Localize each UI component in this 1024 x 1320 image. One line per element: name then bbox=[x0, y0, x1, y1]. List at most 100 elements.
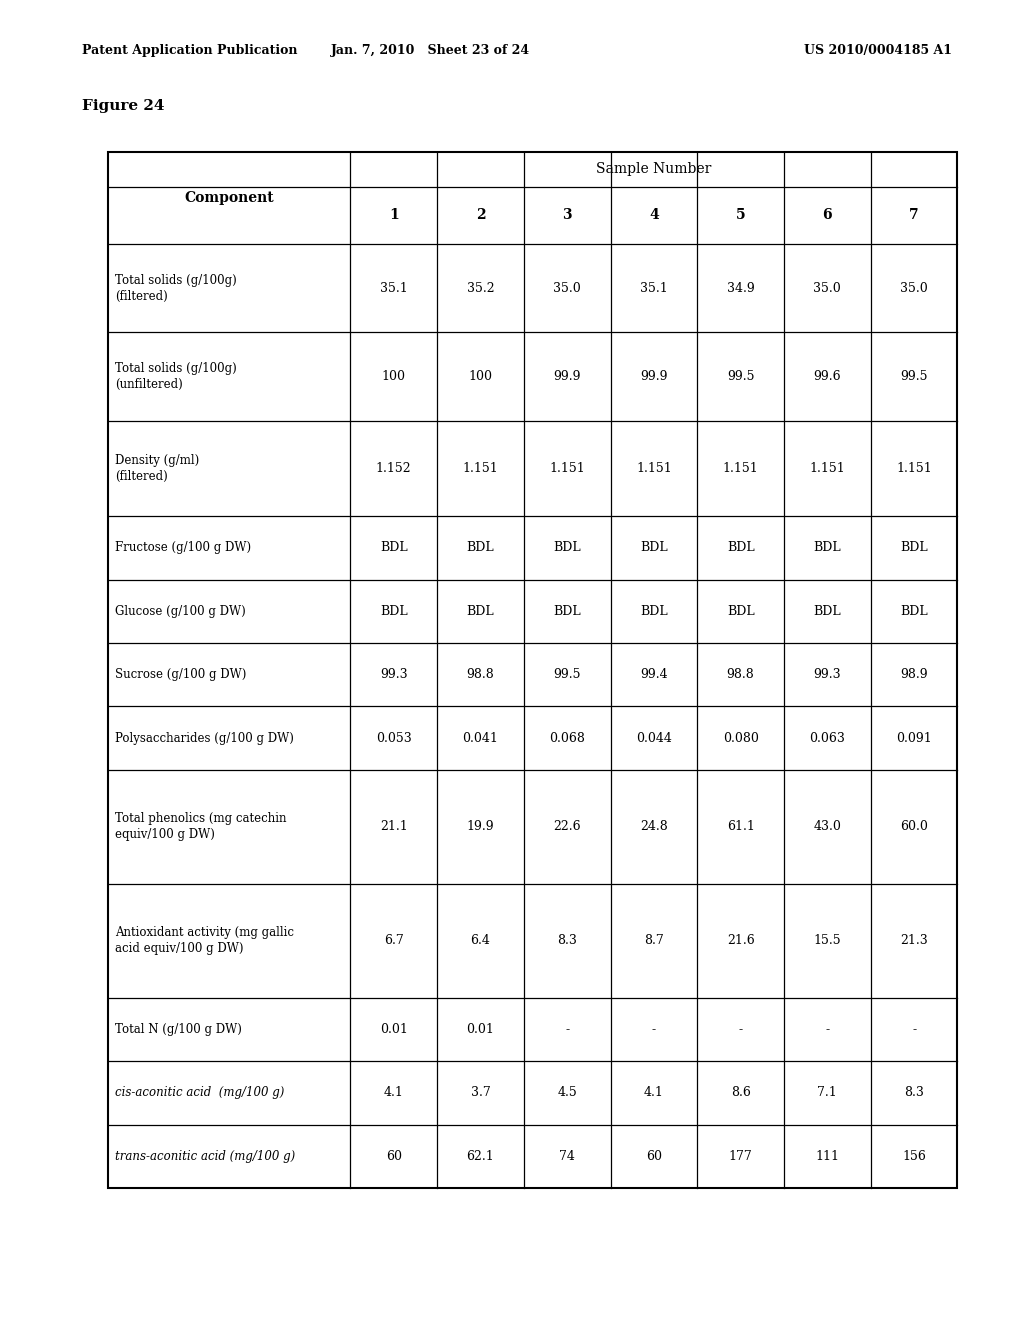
Text: -: - bbox=[565, 1023, 569, 1036]
Text: BDL: BDL bbox=[640, 605, 668, 618]
Text: 177: 177 bbox=[729, 1150, 753, 1163]
Text: 99.5: 99.5 bbox=[727, 371, 755, 383]
Text: -: - bbox=[825, 1023, 829, 1036]
Text: 99.9: 99.9 bbox=[640, 371, 668, 383]
Text: 111: 111 bbox=[815, 1150, 840, 1163]
Text: 156: 156 bbox=[902, 1150, 926, 1163]
Text: Patent Application Publication: Patent Application Publication bbox=[82, 44, 297, 57]
Text: 1.152: 1.152 bbox=[376, 462, 412, 475]
Text: 0.080: 0.080 bbox=[723, 731, 759, 744]
Text: 8.3: 8.3 bbox=[904, 1086, 924, 1100]
Text: Glucose (g/100 g DW): Glucose (g/100 g DW) bbox=[115, 605, 246, 618]
Text: 15.5: 15.5 bbox=[813, 935, 841, 948]
Text: BDL: BDL bbox=[380, 541, 408, 554]
Text: 24.8: 24.8 bbox=[640, 820, 668, 833]
Text: 1.151: 1.151 bbox=[810, 462, 845, 475]
Text: 99.3: 99.3 bbox=[380, 668, 408, 681]
Text: 0.01: 0.01 bbox=[467, 1023, 495, 1036]
Text: 35.2: 35.2 bbox=[467, 281, 495, 294]
Text: Sucrose (g/100 g DW): Sucrose (g/100 g DW) bbox=[115, 668, 246, 681]
Text: Figure 24: Figure 24 bbox=[82, 99, 165, 114]
Text: 7.1: 7.1 bbox=[817, 1086, 838, 1100]
Text: -: - bbox=[652, 1023, 656, 1036]
Text: 60: 60 bbox=[646, 1150, 662, 1163]
Text: Total N (g/100 g DW): Total N (g/100 g DW) bbox=[115, 1023, 242, 1036]
Text: 8.3: 8.3 bbox=[557, 935, 578, 948]
Text: 22.6: 22.6 bbox=[553, 820, 581, 833]
Text: 3.7: 3.7 bbox=[471, 1086, 490, 1100]
Text: BDL: BDL bbox=[640, 541, 668, 554]
Text: 4.1: 4.1 bbox=[644, 1086, 664, 1100]
Text: 35.0: 35.0 bbox=[553, 281, 581, 294]
Text: 0.044: 0.044 bbox=[636, 731, 672, 744]
Text: Polysaccharides (g/100 g DW): Polysaccharides (g/100 g DW) bbox=[115, 731, 294, 744]
Text: 0.068: 0.068 bbox=[549, 731, 585, 744]
Text: 35.1: 35.1 bbox=[380, 281, 408, 294]
Text: 99.6: 99.6 bbox=[813, 371, 841, 383]
Text: BDL: BDL bbox=[553, 541, 581, 554]
Text: 98.8: 98.8 bbox=[467, 668, 495, 681]
Text: 60: 60 bbox=[386, 1150, 401, 1163]
Text: BDL: BDL bbox=[467, 541, 495, 554]
Text: 6: 6 bbox=[822, 209, 833, 222]
Text: BDL: BDL bbox=[467, 605, 495, 618]
Text: BDL: BDL bbox=[813, 605, 841, 618]
Text: 35.1: 35.1 bbox=[640, 281, 668, 294]
Text: 0.01: 0.01 bbox=[380, 1023, 408, 1036]
Text: 61.1: 61.1 bbox=[727, 820, 755, 833]
Text: Total solids (g/100g)
(filtered): Total solids (g/100g) (filtered) bbox=[115, 273, 237, 302]
Text: 0.063: 0.063 bbox=[809, 731, 845, 744]
Text: Antioxidant activity (mg gallic
acid equiv/100 g DW): Antioxidant activity (mg gallic acid equ… bbox=[115, 927, 294, 956]
Text: 21.1: 21.1 bbox=[380, 820, 408, 833]
Text: BDL: BDL bbox=[553, 605, 581, 618]
Text: Jan. 7, 2010   Sheet 23 of 24: Jan. 7, 2010 Sheet 23 of 24 bbox=[331, 44, 529, 57]
Text: 100: 100 bbox=[382, 371, 406, 383]
Text: BDL: BDL bbox=[727, 541, 755, 554]
Text: 0.041: 0.041 bbox=[463, 731, 499, 744]
Text: BDL: BDL bbox=[727, 605, 755, 618]
Text: 4: 4 bbox=[649, 209, 658, 222]
Text: Density (g/ml)
(filtered): Density (g/ml) (filtered) bbox=[115, 454, 199, 483]
Text: cis-aconitic acid  (mg/100 g): cis-aconitic acid (mg/100 g) bbox=[115, 1086, 284, 1100]
Text: 6.4: 6.4 bbox=[470, 935, 490, 948]
Text: BDL: BDL bbox=[900, 605, 928, 618]
Text: 43.0: 43.0 bbox=[813, 820, 842, 833]
Text: 1.151: 1.151 bbox=[463, 462, 499, 475]
Text: 35.0: 35.0 bbox=[813, 281, 842, 294]
Text: trans-aconitic acid (mg/100 g): trans-aconitic acid (mg/100 g) bbox=[115, 1150, 295, 1163]
Text: 98.9: 98.9 bbox=[900, 668, 928, 681]
Text: 62.1: 62.1 bbox=[467, 1150, 495, 1163]
Text: 21.3: 21.3 bbox=[900, 935, 928, 948]
Text: 1: 1 bbox=[389, 209, 398, 222]
Text: 2: 2 bbox=[475, 209, 485, 222]
Text: 4.5: 4.5 bbox=[557, 1086, 578, 1100]
Text: 5: 5 bbox=[736, 209, 745, 222]
Text: Total phenolics (mg catechin
equiv/100 g DW): Total phenolics (mg catechin equiv/100 g… bbox=[115, 812, 286, 841]
Text: 19.9: 19.9 bbox=[467, 820, 495, 833]
Text: 99.5: 99.5 bbox=[553, 668, 581, 681]
Text: -: - bbox=[738, 1023, 742, 1036]
Text: 60.0: 60.0 bbox=[900, 820, 928, 833]
Text: 7: 7 bbox=[909, 209, 919, 222]
Text: 35.0: 35.0 bbox=[900, 281, 928, 294]
Text: BDL: BDL bbox=[380, 605, 408, 618]
Text: 99.3: 99.3 bbox=[813, 668, 841, 681]
Text: BDL: BDL bbox=[813, 541, 841, 554]
Text: 21.6: 21.6 bbox=[727, 935, 755, 948]
Text: 99.4: 99.4 bbox=[640, 668, 668, 681]
Text: US 2010/0004185 A1: US 2010/0004185 A1 bbox=[804, 44, 952, 57]
Text: 98.8: 98.8 bbox=[727, 668, 755, 681]
Text: 99.5: 99.5 bbox=[900, 371, 928, 383]
Text: 34.9: 34.9 bbox=[727, 281, 755, 294]
Text: 8.6: 8.6 bbox=[731, 1086, 751, 1100]
Text: 3: 3 bbox=[562, 209, 572, 222]
Text: 100: 100 bbox=[468, 371, 493, 383]
Text: 1.151: 1.151 bbox=[636, 462, 672, 475]
Text: 1.151: 1.151 bbox=[549, 462, 585, 475]
Text: 0.053: 0.053 bbox=[376, 731, 412, 744]
Text: Total solids (g/100g)
(unfiltered): Total solids (g/100g) (unfiltered) bbox=[115, 362, 237, 391]
Text: Sample Number: Sample Number bbox=[596, 162, 712, 177]
Text: 1.151: 1.151 bbox=[896, 462, 932, 475]
Text: Fructose (g/100 g DW): Fructose (g/100 g DW) bbox=[115, 541, 251, 554]
Text: 4.1: 4.1 bbox=[384, 1086, 403, 1100]
